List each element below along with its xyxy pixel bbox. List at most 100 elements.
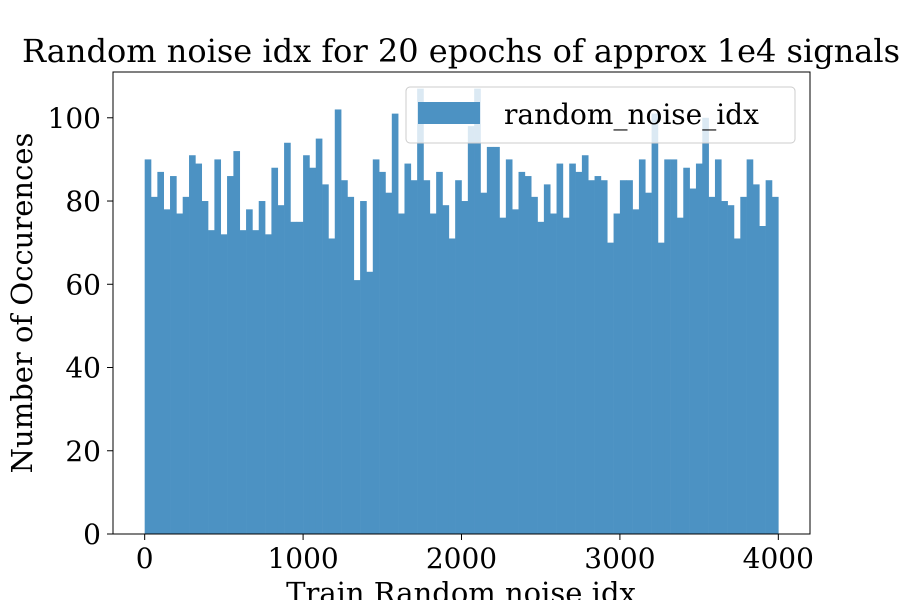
- histogram-bar: [607, 242, 614, 534]
- histogram-bar: [746, 159, 754, 535]
- histogram-bar: [600, 180, 608, 534]
- histogram-bar: [733, 238, 741, 534]
- histogram-bar: [265, 234, 272, 534]
- histogram-bar: [562, 217, 570, 535]
- chart-title: Random noise idx for 20 epochs of approx…: [22, 32, 900, 70]
- histogram-bar: [632, 209, 640, 534]
- histogram-bar: [303, 155, 310, 535]
- histogram-bar: [550, 213, 557, 534]
- histogram-bar: [334, 109, 342, 534]
- histogram-bar: [252, 230, 260, 534]
- y-tick-label: 60: [65, 268, 101, 301]
- histogram-bar: [708, 196, 716, 534]
- histogram-bar: [157, 171, 164, 534]
- histogram-bar: [543, 184, 551, 535]
- histogram-bar: [360, 201, 367, 534]
- histogram-bar: [170, 176, 177, 534]
- histogram-bar: [765, 180, 773, 534]
- legend: random_noise_idx: [405, 86, 796, 144]
- histogram-bar: [771, 196, 779, 534]
- histogram-bar: [575, 171, 583, 534]
- histogram-bar: [531, 196, 538, 534]
- histogram-bar: [151, 196, 158, 534]
- histogram-bar: [670, 159, 678, 535]
- histogram-bar: [518, 171, 526, 534]
- histogram-bar: [537, 221, 545, 535]
- histogram-bar: [296, 221, 304, 535]
- histogram-bar: [474, 88, 481, 534]
- histogram-bar: [683, 167, 690, 534]
- histogram-bar: [347, 196, 355, 534]
- x-tick-label: 1000: [267, 542, 338, 575]
- histogram-bar: [448, 238, 456, 534]
- histogram-bar: [271, 167, 279, 534]
- histogram-bar: [512, 209, 519, 534]
- histogram-bar: [290, 221, 298, 535]
- histogram-bar: [524, 176, 532, 534]
- histogram-bar: [645, 192, 652, 534]
- histogram-bar: [657, 242, 665, 534]
- histogram-bar: [284, 142, 291, 534]
- histogram-bar: [689, 188, 697, 535]
- y-tick-label: 80: [65, 185, 101, 218]
- histogram-bar: [309, 167, 317, 534]
- histogram-bar: [695, 163, 703, 534]
- histogram-bar: [353, 280, 361, 534]
- histogram-bar: [208, 230, 215, 534]
- histogram-bar: [379, 171, 386, 534]
- histogram-bar: [366, 271, 374, 534]
- histogram-bar: [385, 192, 393, 534]
- y-tick-label: 0: [83, 518, 101, 551]
- histogram-bar: [752, 184, 760, 535]
- histogram-bar: [676, 217, 684, 535]
- histogram-bar: [594, 176, 602, 534]
- histogram-bar: [214, 159, 222, 535]
- legend-swatch: [418, 102, 480, 124]
- histogram-bar: [239, 230, 247, 534]
- histogram-bar: [189, 155, 196, 535]
- histogram-bar: [493, 146, 500, 534]
- histogram-bar: [233, 151, 241, 534]
- histogram-bar: [227, 176, 234, 534]
- bars-group: [144, 88, 779, 535]
- legend-label: random_noise_idx: [504, 98, 759, 131]
- histogram-bar: [144, 159, 152, 535]
- x-axis-ticks: 0 1000 2000 3000 4000: [136, 534, 814, 575]
- histogram-bar: [556, 163, 564, 534]
- histogram-bar: [569, 163, 576, 534]
- histogram-bar: [467, 126, 475, 535]
- y-tick-label: 40: [65, 352, 101, 385]
- histogram-bar: [246, 209, 253, 534]
- histogram-bar: [626, 180, 633, 534]
- histogram-bar: [201, 201, 209, 534]
- histogram-bar: [372, 159, 380, 535]
- histogram-bar: [315, 138, 323, 534]
- x-tick-label: 0: [136, 542, 154, 575]
- histogram-bar: [195, 163, 203, 534]
- histogram-bar: [429, 213, 437, 534]
- histogram-bar: [613, 213, 621, 534]
- histogram-bar: [721, 201, 728, 534]
- histogram-bar: [391, 113, 399, 535]
- legend-box: [405, 86, 796, 144]
- histogram-bar: [759, 226, 766, 534]
- histogram-bar: [651, 113, 659, 535]
- histogram-bar: [182, 196, 190, 534]
- histogram-bar: [417, 88, 424, 534]
- x-tick-label: 3000: [584, 542, 655, 575]
- histogram-bar: [702, 117, 709, 534]
- histogram-bar: [664, 159, 671, 535]
- histogram-bar: [410, 180, 418, 534]
- histogram-bar: [619, 180, 627, 534]
- histogram-bar: [740, 196, 747, 534]
- y-tick-label: 20: [65, 435, 101, 468]
- histogram-bar: [461, 201, 469, 534]
- histogram-bar: [588, 180, 595, 534]
- histogram-bar: [436, 171, 443, 534]
- x-tick-label: 2000: [426, 542, 497, 575]
- y-axis-ticks: 0 20 40 60 80 100: [48, 102, 113, 551]
- histogram-bar: [727, 205, 735, 534]
- histogram-bar: [486, 146, 494, 534]
- y-axis-label: Number of Occurences: [5, 133, 39, 474]
